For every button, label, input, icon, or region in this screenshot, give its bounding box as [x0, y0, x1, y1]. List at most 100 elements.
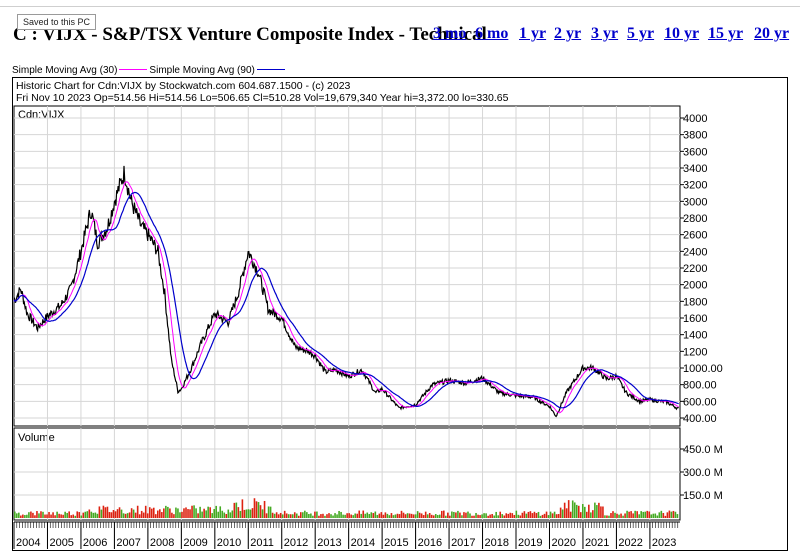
volume-bar [364, 513, 367, 518]
volume-bar [322, 513, 324, 518]
volume-bar [549, 511, 552, 518]
period-link-5yr[interactable]: 5 yr [627, 25, 655, 42]
price-tick-label: 2800 [683, 213, 707, 225]
volume-bar [588, 504, 590, 518]
volume-bar [283, 510, 286, 518]
volume-bar [112, 510, 115, 518]
price-tick-label: 3000 [683, 196, 707, 208]
volume-bar [424, 511, 427, 518]
volume-bar [24, 515, 26, 518]
volume-bar [517, 514, 520, 518]
volume-bar [674, 511, 677, 518]
volume-bar [231, 510, 234, 518]
price-tick-label: 3200 [683, 180, 707, 192]
volume-bar [553, 511, 556, 518]
volume-bar [88, 509, 91, 518]
volume-bar [525, 513, 528, 518]
volume-bar [308, 513, 310, 518]
volume-bar [66, 512, 68, 518]
volume-bar [42, 511, 44, 518]
price-tick-label: 1600 [683, 313, 707, 325]
volume-bar [223, 512, 226, 518]
volume-bar [608, 515, 610, 518]
volume-bar [259, 505, 262, 518]
volume-bar [122, 513, 125, 518]
year-label: 2008 [150, 537, 174, 549]
volume-bar [569, 511, 572, 518]
volume-bar [104, 507, 107, 518]
year-label: 2010 [217, 537, 241, 549]
volume-bar [477, 514, 479, 518]
volume-bar [72, 514, 75, 518]
volume-bar [348, 513, 350, 518]
volume-bar [352, 515, 354, 518]
volume-bar [132, 509, 135, 518]
period-link-15yr[interactable]: 15 yr [708, 25, 744, 42]
volume-bar [455, 512, 457, 518]
volume-bar [326, 514, 328, 518]
volume-bar [237, 507, 240, 518]
volume-bar [668, 510, 671, 518]
volume-bar [304, 510, 306, 518]
period-link-6mo[interactable]: 6 mo [475, 25, 509, 42]
volume-bar [513, 514, 516, 518]
volume-bar [36, 511, 38, 518]
volume-bar [469, 513, 471, 518]
volume-bar [46, 514, 48, 518]
volume-bar [297, 515, 300, 518]
volume-bar [658, 512, 661, 518]
volume-bar [547, 515, 550, 518]
volume-bar [334, 513, 336, 518]
volume-bar [80, 515, 83, 518]
volume-bar [430, 514, 433, 518]
volume-bar [82, 512, 85, 518]
volume-bar [527, 511, 530, 518]
volume-bar [76, 511, 79, 518]
volume-bar [459, 512, 461, 518]
volume-bar [30, 511, 32, 518]
volume-bar [523, 511, 526, 518]
volume-bar [203, 508, 205, 518]
year-label: 2021 [585, 537, 609, 549]
volume-bar [271, 512, 274, 518]
period-link-10yr[interactable]: 10 yr [664, 25, 700, 42]
volume-bar [509, 512, 512, 518]
legend-sma90-swatch [256, 68, 285, 70]
volume-bar [406, 513, 409, 518]
volume-bar [154, 514, 157, 518]
volume-bar [372, 513, 375, 518]
volume-bar [638, 514, 640, 518]
volume-bar [392, 515, 395, 518]
volume-bar [316, 511, 318, 518]
volume-bar [157, 510, 159, 518]
volume-bar [559, 507, 562, 518]
volume-bar [362, 510, 365, 518]
volume-bar [644, 511, 647, 518]
volume-bar [336, 514, 338, 518]
volume-bar [324, 515, 326, 518]
top-separator [0, 6, 800, 7]
volume-bar [144, 505, 147, 518]
volume-bar [52, 512, 54, 518]
year-label: 2022 [618, 537, 642, 549]
period-link-20yr[interactable]: 20 yr [754, 25, 790, 42]
volume-bar [366, 512, 369, 518]
volume-bar [648, 511, 651, 518]
period-link-2yr[interactable]: 2 yr [554, 25, 582, 42]
volume-bar [583, 506, 586, 518]
volume-bar [612, 511, 614, 518]
volume-bar [543, 513, 546, 518]
volume-bar [279, 512, 282, 518]
volume-bar [217, 511, 220, 518]
volume-bar [233, 502, 236, 518]
year-label: 2012 [284, 537, 308, 549]
volume-bar [386, 513, 389, 518]
period-link-1yr[interactable]: 1 yr [519, 25, 547, 42]
period-link-3yr[interactable]: 3 yr [591, 25, 619, 42]
period-link-3mo[interactable]: 3 mo [433, 25, 467, 42]
volume-bar [481, 514, 483, 518]
volume-bar [138, 514, 141, 518]
volume-bar [447, 512, 449, 518]
year-label: 2023 [652, 537, 676, 549]
volume-bar [388, 515, 391, 518]
